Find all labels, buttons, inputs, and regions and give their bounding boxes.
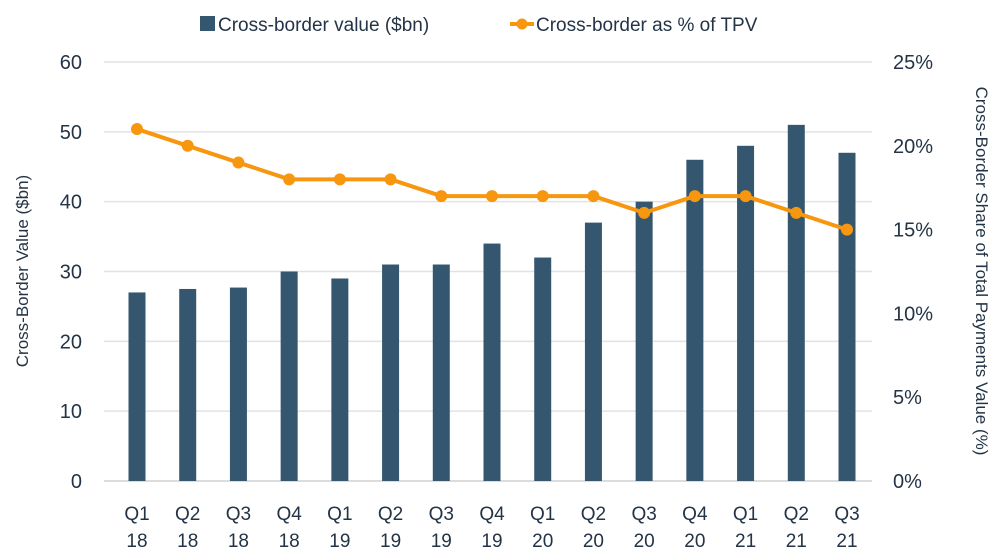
x-tick-label-year: 19: [431, 531, 452, 552]
x-tick-label: Q4: [276, 504, 302, 525]
x-tick-label-year: 18: [279, 531, 300, 552]
y-tick-label: 30: [60, 262, 82, 284]
line-point: [739, 190, 752, 203]
bar: [584, 222, 602, 481]
legend-line-marker: [516, 18, 528, 30]
bar: [635, 201, 653, 481]
line-point: [283, 173, 296, 186]
bars: [128, 124, 856, 482]
bar: [686, 159, 704, 481]
legend-bar-label: Cross-border value ($bn): [218, 15, 429, 36]
y2-tick-label: 25%: [893, 52, 933, 74]
line-point: [638, 206, 651, 219]
x-tick-label: Q2: [581, 504, 606, 525]
y2-tick-label: 10%: [893, 303, 933, 325]
legend-bar-swatch: [200, 16, 215, 31]
x-tick-label: Q3: [226, 504, 251, 525]
y2-tick-label: 5%: [893, 387, 922, 409]
left-axis-ticks: 0 10 20 30 40 50 60: [60, 52, 82, 493]
x-tick-label-year: 21: [735, 531, 756, 552]
x-tick-label-year: 20: [634, 531, 655, 552]
x-tick-label: Q2: [378, 504, 403, 525]
line-series: [131, 123, 853, 236]
x-tick-label: Q4: [682, 504, 708, 525]
x-tick-label-year: 20: [583, 531, 604, 552]
bar: [280, 271, 298, 481]
x-tick-label-year: 20: [684, 531, 705, 552]
line-point: [435, 190, 448, 203]
bar: [229, 287, 247, 481]
x-tick-label-year: 19: [481, 531, 502, 552]
y2-tick-label: 15%: [893, 220, 933, 242]
x-tick-label-year: 18: [177, 531, 198, 552]
x-tick-label: Q1: [530, 504, 555, 525]
y-tick-label: 50: [60, 122, 82, 144]
x-tick-label: Q1: [733, 504, 758, 525]
y2-axis-label: Cross-Border Share of Total Payments Val…: [972, 87, 991, 456]
line-point: [688, 190, 701, 203]
right-axis-ticks: 0% 5% 10% 15% 20% 25%: [893, 52, 933, 493]
x-axis-ticks: Q1 18 Q2 18 Q3 18 Q4 18 Q1 19 Q2 19 Q3 19 Q4 19 Q1 20 Q2 20…: [124, 504, 859, 552]
line-point: [486, 190, 498, 203]
x-tick-label-year: 21: [836, 531, 857, 552]
y-axis-label: Cross-Border Value ($bn): [13, 175, 32, 367]
bar: [838, 152, 856, 482]
y2-tick-label: 20%: [893, 136, 933, 158]
x-tick-label: Q2: [175, 504, 200, 525]
bar: [483, 243, 501, 481]
line-point: [333, 173, 346, 186]
y-tick-label: 20: [60, 331, 82, 353]
line-point: [841, 223, 853, 236]
bar: [787, 124, 805, 481]
line-point: [790, 206, 803, 219]
line-point: [131, 123, 143, 136]
x-tick-label: Q4: [479, 504, 505, 525]
x-tick-label: Q2: [784, 504, 809, 525]
y-tick-label: 40: [60, 192, 82, 214]
x-tick-label-year: 18: [228, 531, 249, 552]
x-tick-label-year: 20: [532, 531, 553, 552]
bar: [128, 292, 146, 481]
y-tick-label: 0: [71, 471, 82, 493]
y-tick-label: 10: [60, 401, 82, 423]
line-point: [536, 190, 549, 203]
x-tick-label-year: 19: [380, 531, 401, 552]
x-tick-label: Q1: [124, 504, 149, 525]
x-tick-label-year: 18: [126, 531, 147, 552]
x-tick-label: Q1: [327, 504, 352, 525]
x-tick-label: Q3: [631, 504, 656, 525]
bar: [331, 278, 349, 481]
line-point: [587, 190, 600, 203]
legend-line-label: Cross-border as % of TPV: [536, 15, 758, 36]
x-tick-label-year: 21: [786, 531, 807, 552]
x-tick-label: Q3: [429, 504, 454, 525]
line-point: [181, 139, 194, 152]
bar: [534, 257, 552, 481]
bar: [382, 264, 400, 481]
bar: [179, 288, 197, 481]
y-tick-label: 60: [60, 52, 82, 74]
bar: [432, 264, 450, 481]
legend: Cross-border value ($bn) Cross-border as…: [200, 15, 758, 36]
line-point: [384, 173, 397, 186]
line-point: [232, 156, 245, 169]
x-tick-label: Q3: [834, 504, 859, 525]
y2-tick-label: 0%: [893, 471, 922, 493]
bar: [737, 145, 755, 482]
x-tick-label-year: 19: [329, 531, 350, 552]
